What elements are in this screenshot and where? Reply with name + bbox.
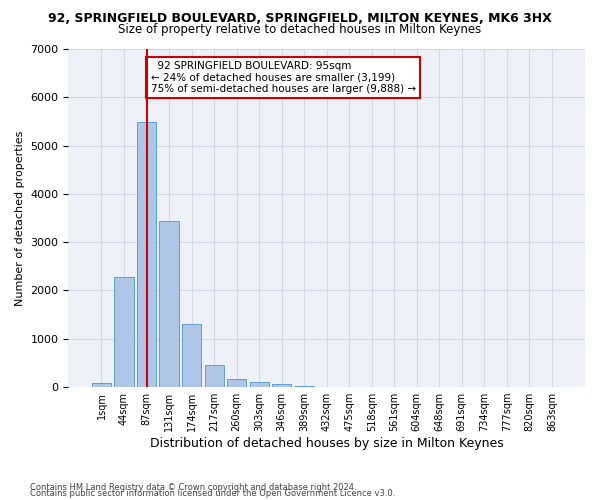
Bar [182, 324, 201, 387]
Bar [160, 222, 179, 387]
Text: Contains HM Land Registry data © Crown copyright and database right 2024.: Contains HM Land Registry data © Crown c… [30, 483, 356, 492]
Bar [92, 384, 111, 387]
Text: 92 SPRINGFIELD BOULEVARD: 95sqm
← 24% of detached houses are smaller (3,199)
75%: 92 SPRINGFIELD BOULEVARD: 95sqm ← 24% of… [151, 61, 416, 94]
Bar [272, 384, 291, 387]
Text: Size of property relative to detached houses in Milton Keynes: Size of property relative to detached ho… [118, 22, 482, 36]
Bar [250, 382, 269, 387]
Bar [115, 278, 134, 387]
Text: 92, SPRINGFIELD BOULEVARD, SPRINGFIELD, MILTON KEYNES, MK6 3HX: 92, SPRINGFIELD BOULEVARD, SPRINGFIELD, … [48, 12, 552, 26]
Bar [137, 122, 156, 387]
X-axis label: Distribution of detached houses by size in Milton Keynes: Distribution of detached houses by size … [150, 437, 503, 450]
Bar [205, 365, 224, 387]
Y-axis label: Number of detached properties: Number of detached properties [15, 130, 25, 306]
Text: Contains public sector information licensed under the Open Government Licence v3: Contains public sector information licen… [30, 490, 395, 498]
Bar [227, 380, 246, 387]
Bar [295, 386, 314, 387]
